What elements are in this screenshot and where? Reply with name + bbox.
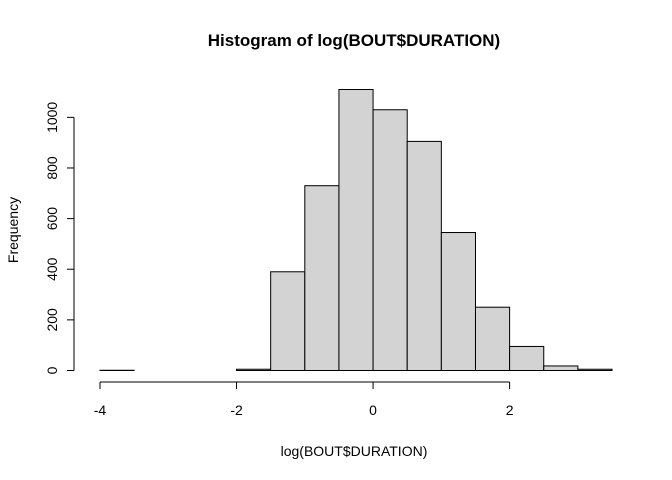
y-tick-label: 200 bbox=[44, 308, 60, 332]
histogram-bar bbox=[304, 185, 340, 371]
histogram-bar bbox=[509, 345, 545, 372]
y-tick-label: 1000 bbox=[44, 102, 60, 133]
y-axis: 0 200 400 600 800 1000 bbox=[44, 102, 75, 374]
histogram-bar bbox=[270, 271, 306, 371]
y-axis-label: Frequency bbox=[5, 197, 21, 263]
histogram-bar bbox=[543, 365, 579, 372]
histogram-bar bbox=[440, 232, 476, 371]
histogram-bar bbox=[372, 109, 408, 371]
histogram-bar bbox=[236, 368, 272, 372]
chart-title: Histogram of log(BOUT$DURATION) bbox=[208, 31, 500, 50]
x-tick-label: -4 bbox=[94, 402, 107, 418]
histogram-bar bbox=[474, 306, 511, 371]
x-axis: -4 -2 0 2 bbox=[94, 381, 514, 418]
histogram-bar bbox=[577, 368, 613, 372]
histogram-bar bbox=[338, 89, 374, 371]
histogram-bars bbox=[99, 89, 613, 372]
histogram-bar bbox=[406, 140, 442, 371]
y-tick-label: 0 bbox=[44, 366, 60, 374]
x-tick-label: -2 bbox=[230, 402, 243, 418]
x-axis-label: log(BOUT$DURATION) bbox=[281, 443, 428, 459]
x-tick-label: 0 bbox=[369, 402, 377, 418]
x-tick-label: 2 bbox=[506, 402, 514, 418]
y-tick-label: 400 bbox=[44, 257, 60, 281]
y-tick-label: 600 bbox=[44, 207, 60, 231]
y-tick-label: 800 bbox=[44, 156, 60, 180]
